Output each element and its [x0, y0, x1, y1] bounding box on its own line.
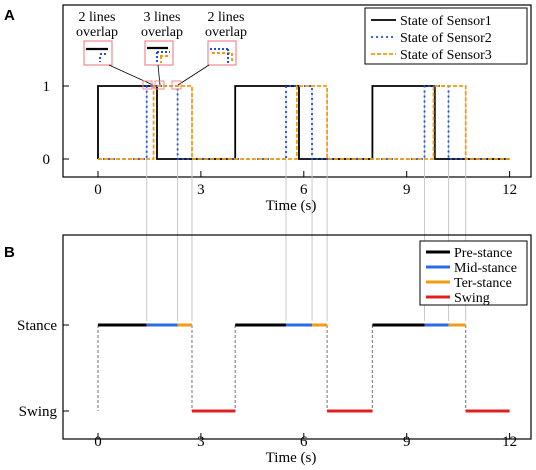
overlap-marker-3: [171, 80, 182, 90]
overlap-marker-2: [154, 80, 165, 90]
annotation-1-pointer: [108, 64, 154, 86]
panel-a-axis-ticks: 0 3 6 9 12 0 1: [43, 79, 518, 198]
panel-b-y-tick-label-0: Swing: [19, 404, 58, 420]
panel-a-series: [97, 85, 510, 160]
panel-a-x-tick-label-3: 9: [403, 182, 411, 198]
legend-label-swing: Swing: [454, 291, 490, 306]
annotation-3-line2: overlap: [205, 25, 247, 40]
panel-b-x-tick-label-0: 0: [94, 434, 102, 450]
panel-b-x-tick-label-4: 12: [502, 434, 517, 450]
panel-b-x-tick-label-1: 3: [197, 434, 205, 450]
panel-a-x-tick-label-4: 12: [502, 182, 517, 198]
annotation-1-line1: 2 lines: [79, 10, 116, 25]
annotation-2: 3 lines overlap: [141, 10, 183, 86]
legend-label-sensor3: State of Sensor3: [400, 48, 492, 63]
panel-a-y-tick-label-1: 1: [43, 79, 51, 95]
annotation-2-line2: overlap: [141, 25, 183, 40]
annotation-1: 2 lines overlap: [76, 10, 154, 86]
legend-label-sensor1: State of Sensor1: [400, 14, 492, 29]
legend-label-sensor2: State of Sensor2: [400, 31, 492, 46]
panel-a-x-axis-label: Time (s): [266, 198, 317, 214]
legend-label-ter-stance: Ter-stance: [454, 276, 512, 291]
panel-b-axis-ticks: 0 3 6 9 12 Swing Stance: [17, 318, 517, 450]
panel-letter-b: B: [4, 244, 15, 261]
panel-b-x-tick-label-2: 6: [300, 434, 308, 450]
sensor-3-line: [98, 85, 510, 160]
annotation-3: 2 lines overlap: [177, 10, 247, 86]
panel-b-legend: Pre-stance Mid-stance Ter-stance Swing: [419, 240, 528, 306]
panel-a-frame: [62, 4, 532, 178]
panel-b-x-axis-label: Time (s): [266, 450, 317, 466]
panel-b-y-tick-label-1: Stance: [17, 318, 57, 334]
overlap-marker-1: [142, 80, 153, 90]
annotation-2-line1: 3 lines: [144, 10, 181, 25]
overlap-annotations: 2 lines overlap 3 lines overlap 2 lines …: [76, 10, 247, 90]
panel-a-x-tick-label-2: 6: [300, 182, 308, 198]
panel-letter-a: A: [4, 7, 15, 24]
panel-a-x-tick-label-0: 0: [94, 182, 102, 198]
sensor-2-line: [98, 85, 510, 160]
annotation-3-pointer: [177, 64, 210, 86]
annotation-1-inset: [83, 40, 113, 66]
panel-b-x-tick-label-3: 9: [403, 434, 411, 450]
panel-a-y-tick-label-0: 0: [43, 152, 51, 168]
panel-a-x-tick-label-1: 3: [197, 182, 205, 198]
panel-a-legend: State of Sensor1 State of Sensor2 State …: [364, 7, 528, 65]
legend-label-pre-stance: Pre-stance: [454, 246, 512, 261]
annotation-3-line1: 2 lines: [208, 10, 245, 25]
panel-b-frame: [62, 234, 532, 440]
legend-label-mid-stance: Mid-stance: [454, 261, 517, 276]
panel-b-series: [97, 323, 510, 413]
annotation-2-pointer: [157, 64, 161, 86]
annotation-1-line2: overlap: [76, 25, 118, 40]
